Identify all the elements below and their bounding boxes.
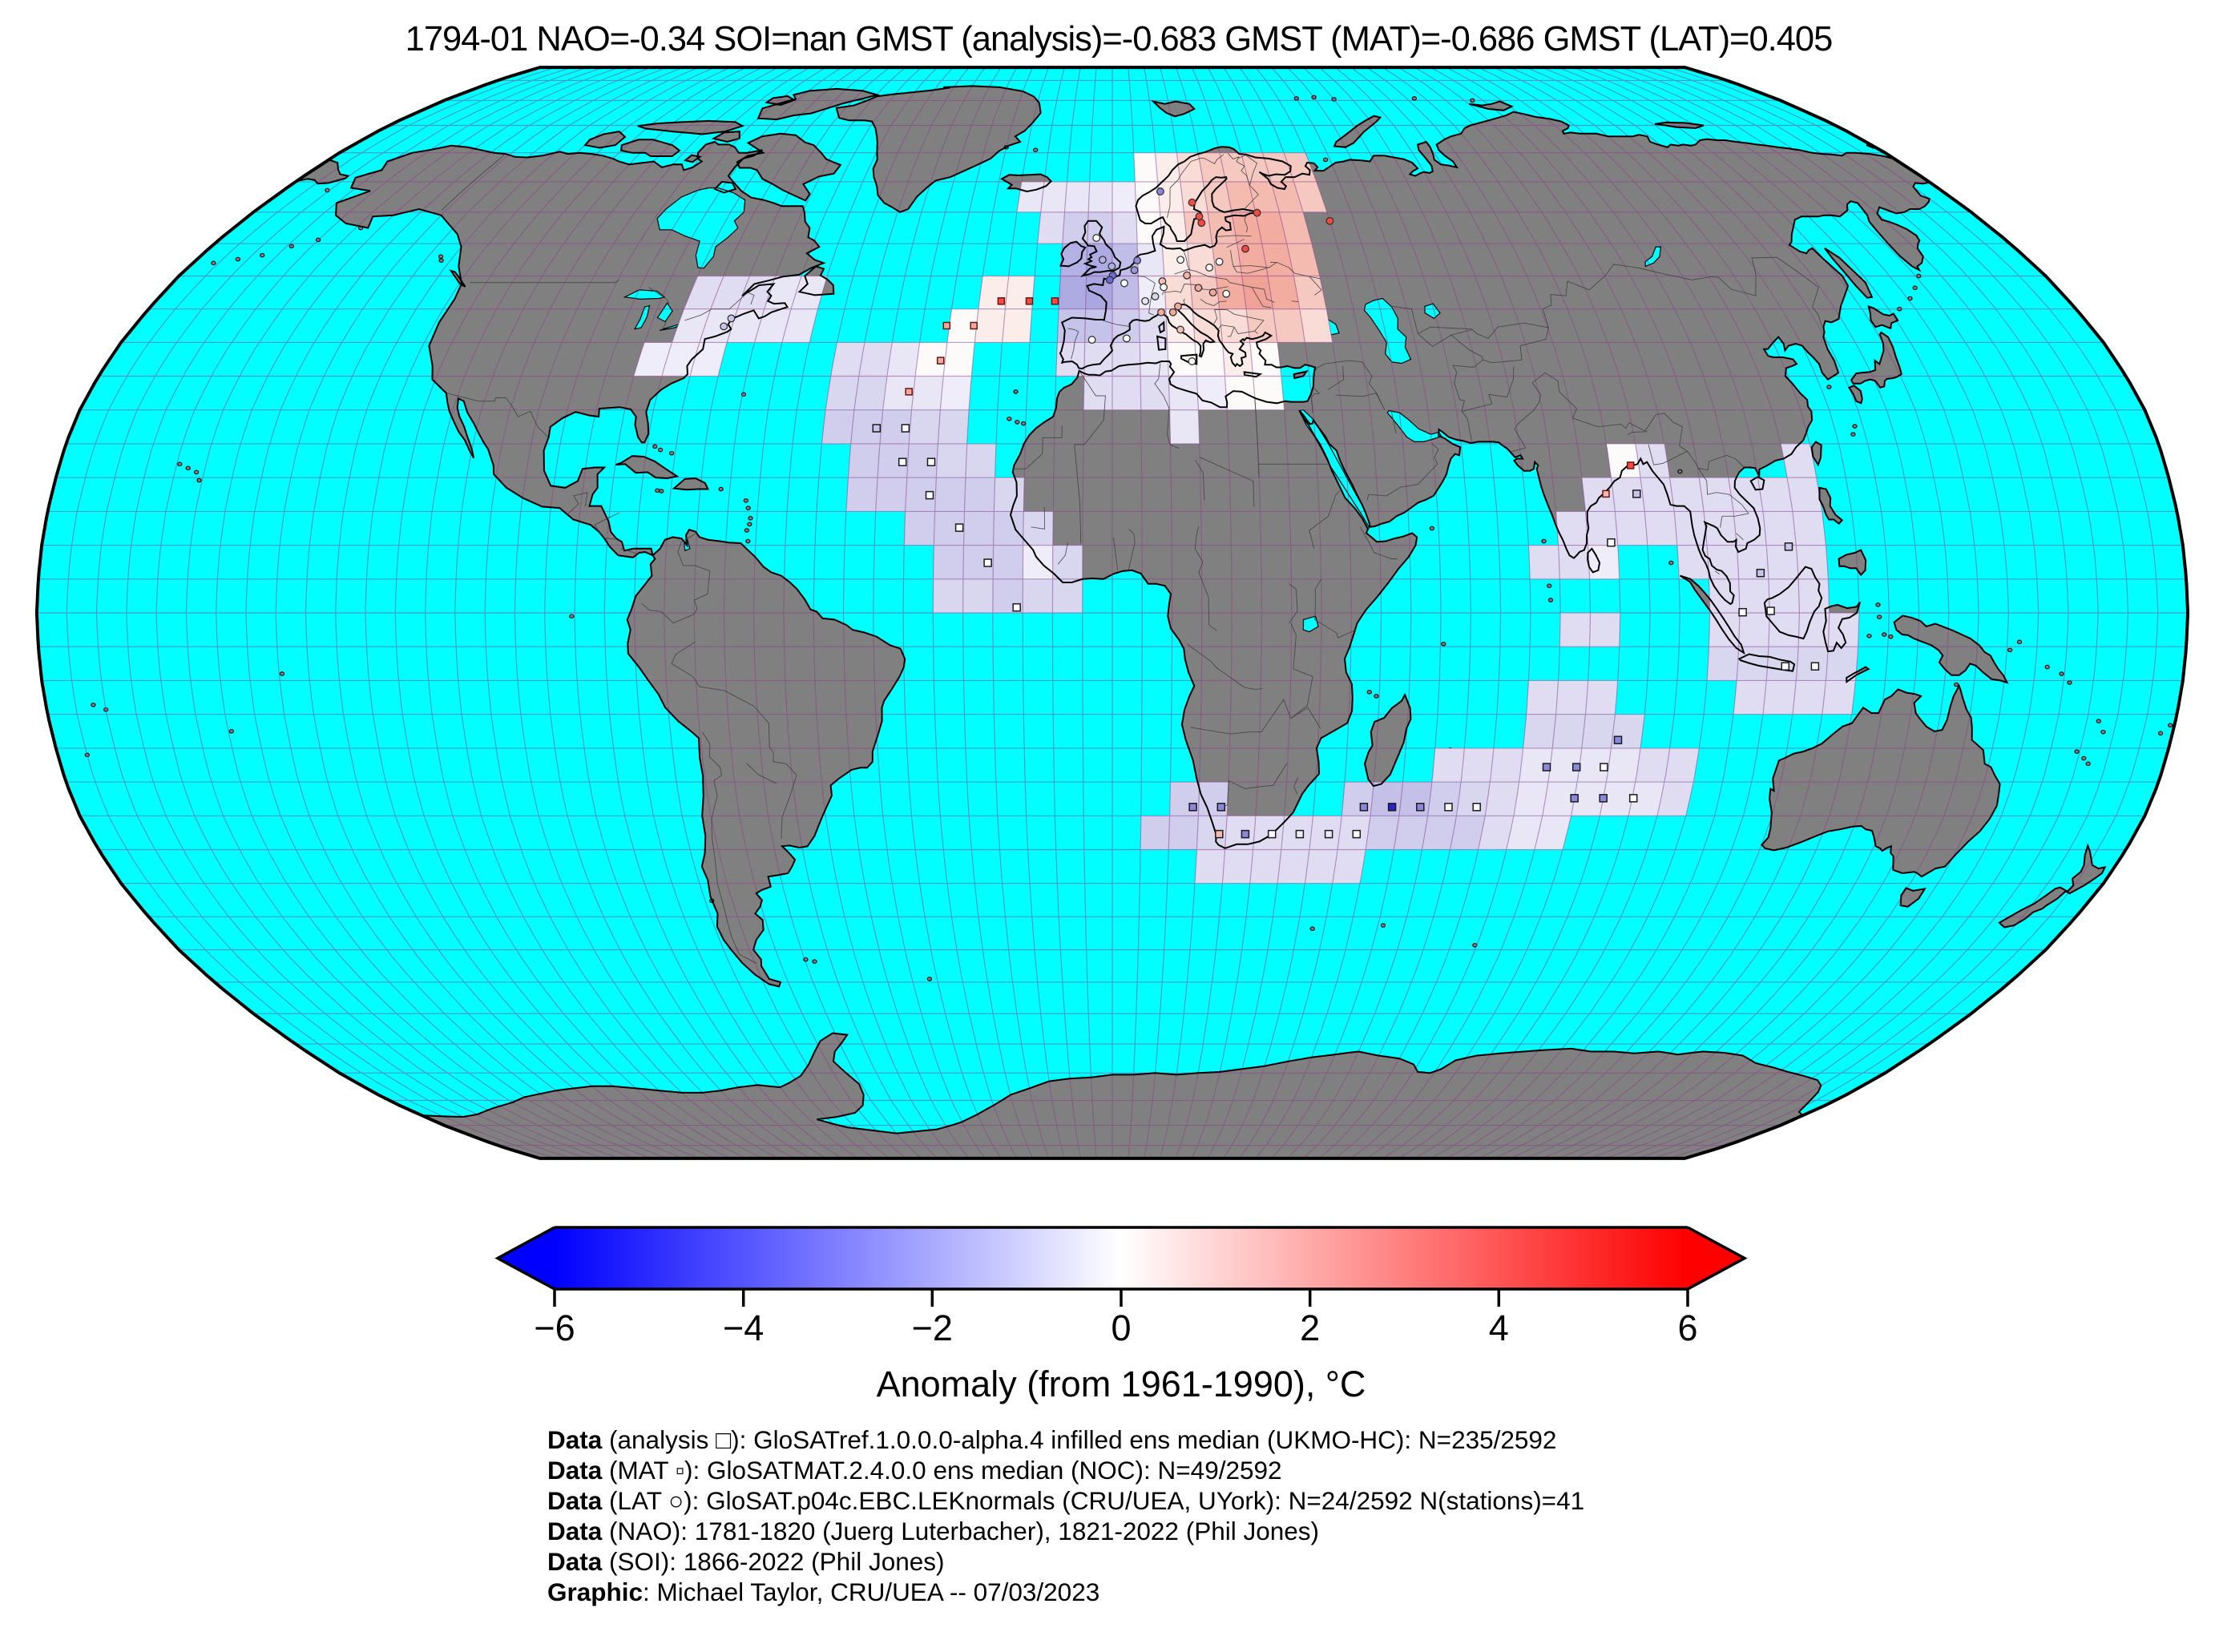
svg-text:−6: −6	[534, 1307, 575, 1348]
svg-text:Data (analysis □): GloSATref.1: Data (analysis □): GloSATref.1.0.0.0-alp…	[547, 1425, 1556, 1454]
svg-text:Graphic: Michael Taylor, CRU/U: Graphic: Michael Taylor, CRU/UEA -- 07/0…	[547, 1577, 1099, 1606]
svg-text:Data (SOI): 1866-2022 (Phil Jo: Data (SOI): 1866-2022 (Phil Jones)	[547, 1547, 945, 1576]
svg-text:2: 2	[1300, 1307, 1320, 1348]
svg-text:Anomaly (from 1961-1990), °C: Anomaly (from 1961-1990), °C	[877, 1364, 1366, 1404]
svg-text:Data (NAO): 1781-1820 (Juerg L: Data (NAO): 1781-1820 (Juerg Luterbacher…	[547, 1517, 1319, 1545]
svg-text:−2: −2	[912, 1307, 953, 1348]
svg-text:6: 6	[1677, 1307, 1697, 1348]
svg-text:0: 0	[1111, 1307, 1131, 1348]
svg-text:Data (MAT ▫): GloSATMAT.2.4.0.: Data (MAT ▫): GloSATMAT.2.4.0.0 ens medi…	[547, 1456, 1282, 1485]
svg-text:−4: −4	[723, 1307, 764, 1348]
svg-text:4: 4	[1489, 1307, 1509, 1348]
svg-text:1794-01 NAO=-0.34 SOI=nan GMST: 1794-01 NAO=-0.34 SOI=nan GMST (analysis…	[405, 20, 1833, 58]
svg-text:Data (LAT ○): GloSAT.p04c.EBC.: Data (LAT ○): GloSAT.p04c.EBC.LEKnormals…	[547, 1486, 1584, 1515]
